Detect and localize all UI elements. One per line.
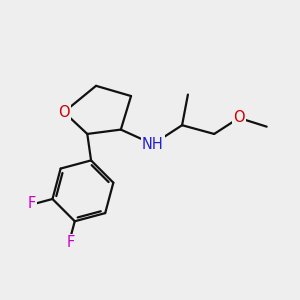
Text: F: F	[67, 235, 75, 250]
Text: O: O	[58, 105, 70, 120]
Text: F: F	[28, 196, 36, 211]
Text: O: O	[233, 110, 245, 125]
Text: NH: NH	[142, 137, 164, 152]
